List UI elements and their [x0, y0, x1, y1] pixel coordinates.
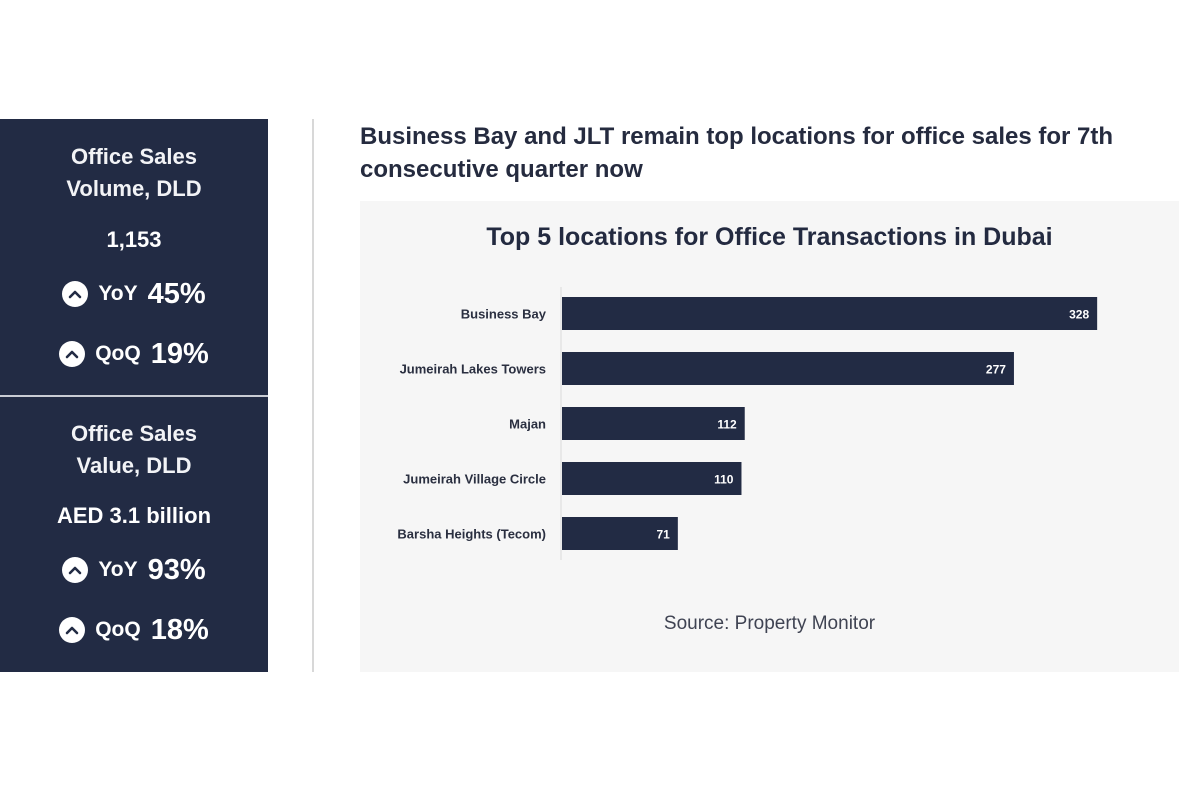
chevron-up-icon: [59, 341, 86, 367]
vertical-separator: [312, 119, 314, 672]
category-tick-label: Majan: [509, 417, 546, 432]
bar: [562, 407, 745, 440]
change-label: YoY: [98, 558, 138, 581]
change-value: 93%: [147, 553, 206, 586]
stat-value: AED 3.1 billion: [56, 503, 212, 528]
chart-card: Top 5 locations for Office Transactions …: [360, 201, 1179, 672]
change-row-qoq: QoQ 19%: [0, 336, 268, 372]
category-tick-label: Barsha Heights (Tecom): [397, 527, 546, 542]
stats-divider: [0, 395, 268, 397]
bar-value-label: 328: [1069, 308, 1089, 322]
stats-panel: Office Sales Volume, DLD 1,153 YoY 45% Q…: [0, 119, 268, 672]
change-value: 45%: [147, 277, 206, 310]
stat-title-line2: Volume, DLD: [66, 176, 202, 201]
bar: [562, 462, 742, 495]
chevron-up-icon: [62, 557, 89, 583]
chevron-up-icon: [59, 617, 86, 643]
bar-value-label: 110: [714, 473, 734, 487]
change-value: 19%: [150, 337, 209, 370]
bar-value-label: 277: [986, 363, 1006, 377]
change-row-yoy: YoY 45%: [0, 276, 268, 312]
change-label: YoY: [98, 282, 138, 305]
chart-source: Source: Property Monitor: [663, 613, 876, 634]
chevron-up-icon: [62, 281, 89, 307]
bar-chart: 328 Business Bay 277 Jumeirah Lakes Towers 1…: [397, 287, 1098, 560]
change-label: QoQ: [95, 618, 141, 641]
change-label: QoQ: [95, 342, 141, 365]
chart-title: Top 5 locations for Office Transactions …: [486, 223, 1053, 251]
category-tick-label: Business Bay: [461, 307, 547, 322]
stat-title-line1: Office Sales: [71, 144, 197, 169]
bar-value-label: 112: [717, 418, 737, 432]
stat-title-line1: Office Sales: [71, 421, 197, 446]
stat-block-value: Office Sales Value, DLD AED 3.1 billion …: [0, 396, 268, 672]
change-value: 18%: [150, 613, 209, 646]
change-row-qoq: QoQ 18%: [0, 612, 268, 648]
change-row-yoy: YoY 93%: [0, 552, 268, 588]
bar: [562, 297, 1098, 330]
headline: Business Bay and JLT remain top location…: [360, 123, 1114, 183]
bar: [562, 517, 678, 550]
bar-value-label: 71: [656, 528, 670, 542]
stat-value: 1,153: [106, 227, 162, 252]
category-tick-label: Jumeirah Lakes Towers: [400, 362, 546, 377]
bar: [562, 352, 1014, 385]
category-tick-label: Jumeirah Village Circle: [403, 472, 546, 487]
stat-title-line2: Value, DLD: [76, 453, 192, 478]
stat-block-volume: Office Sales Volume, DLD 1,153 YoY 45% Q…: [0, 119, 268, 395]
